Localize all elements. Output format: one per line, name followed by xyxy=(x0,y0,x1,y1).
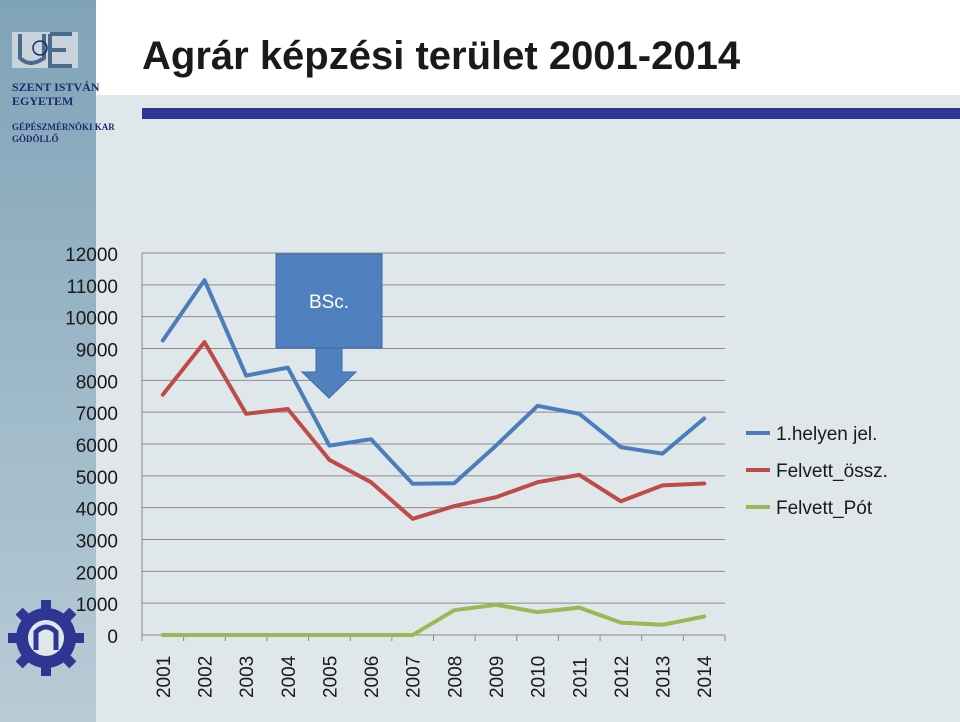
y-tick-label: 11000 xyxy=(67,277,118,298)
y-tick-label: 5000 xyxy=(76,468,118,489)
title-rule xyxy=(142,108,960,119)
x-tick-label: 2011 xyxy=(570,657,591,698)
y-tick-label: 4000 xyxy=(76,500,118,521)
y-tick-label: 1000 xyxy=(76,595,118,616)
university-emblem-icon xyxy=(12,32,78,68)
series-line-2 xyxy=(160,340,707,521)
y-tick-label: 3000 xyxy=(76,532,118,553)
legend-label: 1.helyen jel. xyxy=(776,424,877,445)
y-tick-label: 2000 xyxy=(76,563,118,584)
y-tick-label: 0 xyxy=(107,627,118,648)
x-tick-label: 2003 xyxy=(237,656,258,698)
x-tick-label: 2004 xyxy=(279,655,300,698)
x-tick-label: 2008 xyxy=(445,656,466,698)
x-tick-label: 2006 xyxy=(362,656,383,698)
x-tick-label: 2001 xyxy=(154,656,175,698)
x-tick-label: 2002 xyxy=(195,656,216,698)
y-tick-label: 9000 xyxy=(76,341,118,362)
y-tick-label: 8000 xyxy=(76,372,118,393)
logo-line-4: GÖDÖLLŐ xyxy=(12,134,59,144)
x-tick-label: 2013 xyxy=(654,656,675,698)
logo-line-3: GÉPÉSZMÉRNÖKI KAR xyxy=(12,122,115,132)
x-tick-label: 2009 xyxy=(487,656,508,698)
x-tick-label: 2010 xyxy=(529,656,550,698)
header-band xyxy=(96,0,960,95)
y-tick-label: 12000 xyxy=(65,245,118,266)
legend-label: Felvett_össz. xyxy=(776,461,888,482)
bsc-arrow-icon xyxy=(300,347,358,399)
legend-label: Felvett_Pót xyxy=(776,498,873,519)
y-tick-label: 10000 xyxy=(65,309,118,330)
x-tick-label: 2005 xyxy=(320,656,341,698)
university-logo: SZENT ISTVÁN EGYETEM GÉPÉSZMÉRNÖKI KAR G… xyxy=(6,30,138,150)
bsc-callout-box xyxy=(275,253,383,349)
logo-line-2: EGYETEM xyxy=(12,94,74,108)
x-tick-label: 2007 xyxy=(404,656,425,698)
series-line-1 xyxy=(160,278,707,486)
x-tick-label: 2012 xyxy=(612,656,633,698)
logo-line-1: SZENT ISTVÁN xyxy=(12,80,100,94)
slide-title: Agrár képzési terület 2001-2014 xyxy=(142,34,741,78)
series-line-3 xyxy=(160,602,707,637)
bsc-callout-label: BSc. xyxy=(309,292,349,313)
y-tick-label: 7000 xyxy=(76,404,118,425)
slide-background xyxy=(96,120,960,722)
gear-logo-icon xyxy=(8,600,84,676)
x-tick-label: 2014 xyxy=(695,655,716,698)
y-tick-label: 6000 xyxy=(76,436,118,457)
